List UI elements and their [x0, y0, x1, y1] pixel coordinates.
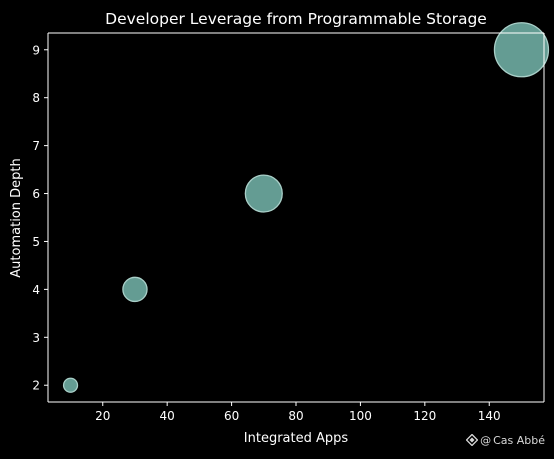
diamond-logo-icon — [466, 434, 479, 446]
y-axis-label: Automation Depth — [9, 158, 24, 277]
x-axis-ticks: 20 40 60 80 100 120 140 — [95, 402, 501, 423]
data-point-1 — [62, 377, 79, 393]
data-markers — [62, 22, 550, 393]
x-tick-label-100: 100 — [349, 409, 372, 423]
data-point-3 — [244, 174, 283, 213]
data-point-2 — [122, 276, 148, 303]
y-tick-label-3: 3 — [32, 331, 40, 345]
x-tick-label-120: 120 — [413, 409, 436, 423]
y-tick-label-5: 5 — [32, 235, 40, 249]
y-tick-label-9: 9 — [32, 43, 40, 57]
y-axis-ticks: 2 3 4 5 6 7 8 9 — [32, 43, 48, 393]
y-tick-label-7: 7 — [32, 139, 40, 153]
y-tick-label-4: 4 — [32, 283, 40, 297]
data-point-4 — [493, 22, 550, 78]
x-tick-label-140: 140 — [478, 409, 501, 423]
x-tick-label-20: 20 — [95, 409, 110, 423]
y-tick-label-2: 2 — [32, 379, 40, 393]
x-axis-label: Integrated Apps — [244, 431, 349, 446]
y-tick-label-8: 8 — [32, 91, 40, 105]
x-tick-label-40: 40 — [160, 409, 175, 423]
watermark: @ Cas Abbé — [466, 434, 545, 446]
x-tick-label-80: 80 — [288, 409, 303, 423]
chart-title: Developer Leverage from Programmable Sto… — [105, 10, 487, 28]
watermark-at-icon: @ — [480, 433, 492, 447]
x-tick-label-60: 60 — [224, 409, 239, 423]
y-tick-label-6: 6 — [32, 187, 40, 201]
watermark-text: Cas Abbé — [493, 433, 545, 447]
